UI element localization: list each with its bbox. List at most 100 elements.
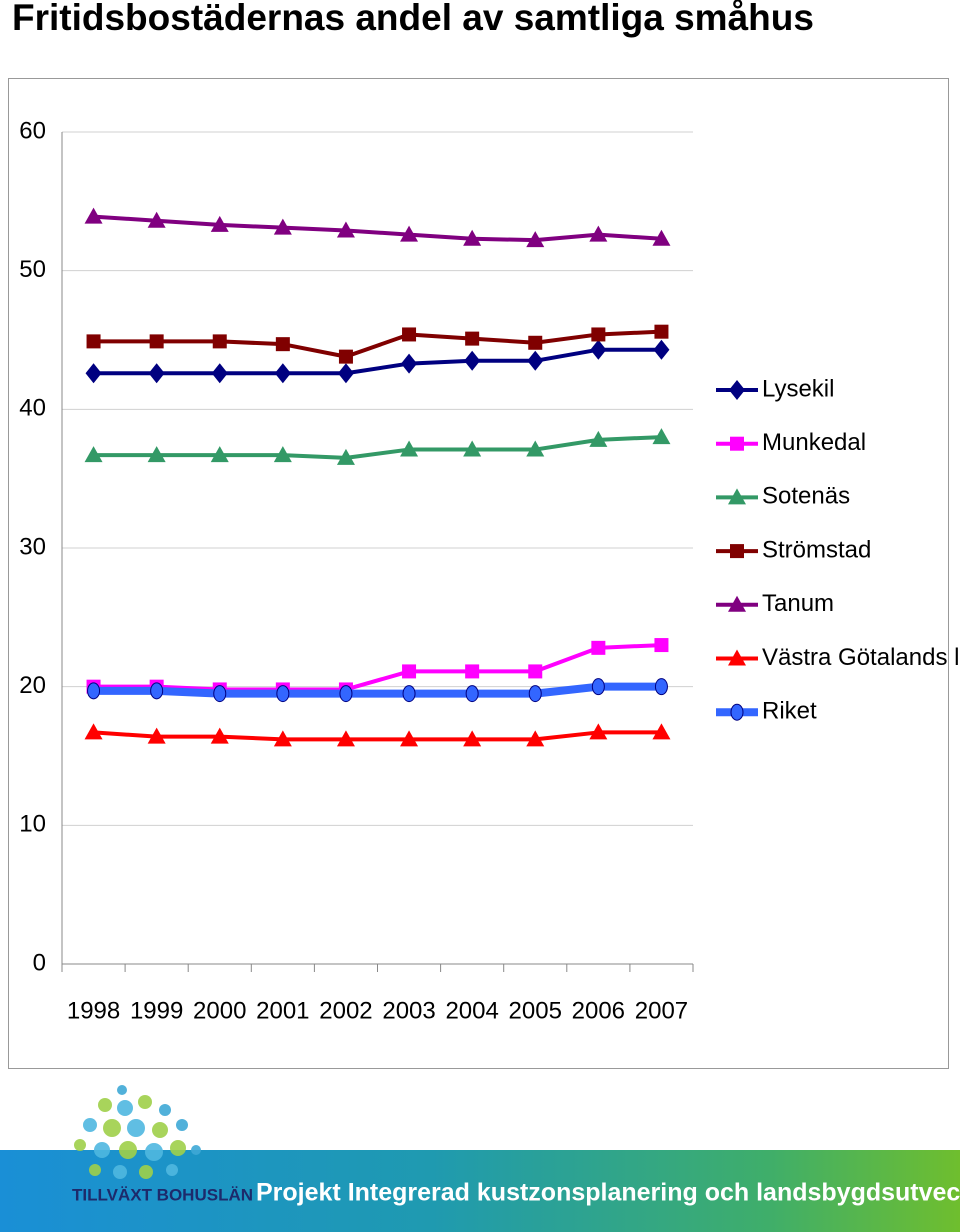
marker bbox=[400, 440, 419, 457]
marker bbox=[147, 211, 166, 228]
marker bbox=[528, 335, 543, 350]
marker bbox=[149, 334, 164, 349]
x-tick-label: 2003 bbox=[382, 997, 435, 1024]
legend-label: Västra Götalands län bbox=[762, 644, 960, 671]
marker bbox=[402, 664, 417, 679]
marker bbox=[589, 723, 608, 740]
x-tick-label: 2005 bbox=[509, 997, 562, 1024]
marker bbox=[590, 339, 607, 360]
legend-marker bbox=[729, 380, 745, 400]
marker bbox=[337, 363, 354, 384]
marker bbox=[273, 446, 292, 463]
marker bbox=[273, 730, 292, 747]
footer-band bbox=[0, 1150, 960, 1232]
marker bbox=[276, 685, 290, 703]
legend-marker bbox=[728, 649, 746, 666]
marker bbox=[654, 638, 669, 653]
series-line bbox=[93, 347, 662, 376]
marker bbox=[591, 327, 606, 342]
marker bbox=[526, 231, 545, 248]
y-tick-label: 10 bbox=[19, 811, 46, 838]
y-tick-label: 20 bbox=[19, 672, 46, 699]
logo-text: TILLVÄXT BOHUSLÄN bbox=[72, 1185, 253, 1204]
marker bbox=[85, 363, 102, 384]
marker bbox=[402, 327, 417, 342]
marker bbox=[336, 221, 355, 238]
marker bbox=[147, 446, 166, 463]
marker bbox=[84, 723, 103, 740]
marker bbox=[528, 664, 543, 679]
marker bbox=[84, 207, 103, 224]
legend-marker bbox=[730, 703, 744, 721]
chart-title: Fritidsbostädernas andel av samtliga små… bbox=[12, 0, 814, 38]
logo-dots bbox=[74, 1085, 201, 1179]
marker bbox=[213, 685, 227, 703]
project-title: Projekt Integrerad kustzonsplanering och… bbox=[256, 1179, 960, 1207]
marker bbox=[210, 446, 229, 463]
y-tick-label: 60 bbox=[19, 117, 46, 144]
marker bbox=[274, 363, 291, 384]
legend-label: Lysekil bbox=[762, 375, 834, 402]
marker bbox=[336, 730, 355, 747]
marker bbox=[402, 685, 416, 703]
marker bbox=[526, 440, 545, 457]
series-line bbox=[93, 435, 662, 460]
marker bbox=[210, 215, 229, 232]
marker bbox=[589, 225, 608, 242]
x-tick-label: 2007 bbox=[635, 997, 688, 1024]
series-line bbox=[93, 730, 662, 742]
marker bbox=[654, 324, 669, 339]
marker bbox=[652, 723, 671, 740]
marker bbox=[401, 353, 418, 374]
y-tick-label: 30 bbox=[19, 533, 46, 560]
x-tick-label: 1999 bbox=[130, 997, 183, 1024]
marker bbox=[527, 350, 544, 371]
x-tick-label: 2006 bbox=[572, 997, 625, 1024]
legend-label: Riket bbox=[762, 698, 817, 725]
marker bbox=[87, 682, 101, 700]
marker bbox=[84, 446, 103, 463]
marker bbox=[148, 363, 165, 384]
legend-label: Munkedal bbox=[762, 429, 866, 456]
x-tick-label: 2001 bbox=[256, 997, 309, 1024]
y-tick-label: 0 bbox=[33, 949, 46, 976]
marker bbox=[653, 339, 670, 360]
marker bbox=[210, 727, 229, 744]
legend-marker bbox=[728, 595, 746, 612]
marker bbox=[589, 430, 608, 447]
marker bbox=[652, 229, 671, 246]
marker bbox=[86, 334, 101, 349]
y-tick-label: 40 bbox=[19, 395, 46, 422]
marker bbox=[147, 727, 166, 744]
marker bbox=[275, 337, 290, 352]
x-tick-label: 2004 bbox=[445, 997, 498, 1024]
marker bbox=[528, 685, 542, 703]
marker bbox=[463, 730, 482, 747]
marker bbox=[465, 331, 480, 346]
series-line bbox=[93, 682, 662, 698]
marker bbox=[654, 678, 668, 696]
marker bbox=[338, 349, 353, 364]
series-line bbox=[93, 329, 662, 359]
marker bbox=[273, 218, 292, 235]
marker bbox=[464, 350, 481, 371]
series-line bbox=[93, 643, 662, 692]
marker bbox=[211, 363, 228, 384]
marker bbox=[463, 440, 482, 457]
marker bbox=[463, 229, 482, 246]
marker bbox=[465, 685, 479, 703]
legend-label: Sotenäs bbox=[762, 483, 850, 510]
legend-marker bbox=[730, 544, 744, 559]
marker bbox=[591, 678, 605, 696]
marker bbox=[465, 664, 480, 679]
y-tick-label: 50 bbox=[19, 256, 46, 283]
legend-label: Strömstad bbox=[762, 536, 871, 563]
marker bbox=[400, 225, 419, 242]
x-tick-label: 2000 bbox=[193, 997, 246, 1024]
legend-marker bbox=[730, 436, 744, 451]
x-tick-label: 2002 bbox=[319, 997, 372, 1024]
marker bbox=[212, 334, 227, 349]
legend-marker bbox=[728, 488, 746, 505]
marker bbox=[400, 730, 419, 747]
